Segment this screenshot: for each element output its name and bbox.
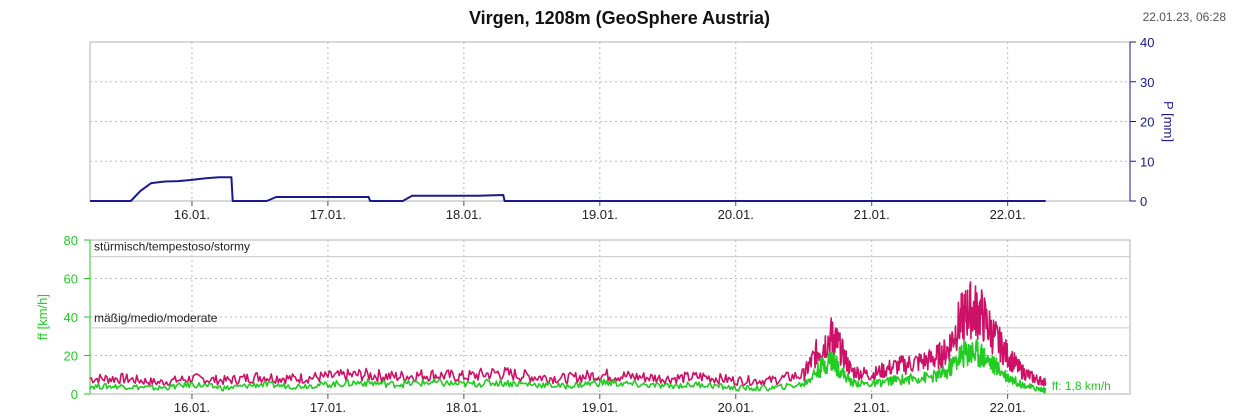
- top-series-line-0: [90, 176, 1046, 202]
- bottom-x-tick-label: 17.01.: [310, 400, 346, 415]
- top-x-tick-label: 20.01.: [718, 207, 754, 222]
- bottom-x-tick-label: 21.01.: [854, 400, 890, 415]
- bottom-series-line-0: [89, 281, 1047, 387]
- top-y-axis-label: P [mm]: [1161, 101, 1176, 142]
- bottom-series-line-1: [89, 339, 1047, 394]
- bottom-x-tick-label: 22.01.: [990, 400, 1026, 415]
- top-x-tick-label: 18.01.: [446, 207, 482, 222]
- top-x-tick-label: 17.01.: [310, 207, 346, 222]
- bottom-threshold-label: stürmisch/tempestoso/stormy: [94, 240, 250, 254]
- bottom-x-tick-label: 19.01.: [582, 400, 618, 415]
- top-y-tick-label: 0: [1140, 194, 1147, 209]
- top-y-tick-label: 30: [1140, 75, 1154, 90]
- top-x-tick-label: 22.01.: [990, 207, 1026, 222]
- bottom-x-tick-label: 18.01.: [446, 400, 482, 415]
- top-y-tick-label: 10: [1140, 154, 1154, 169]
- bottom-y-tick-label: 80: [64, 233, 78, 248]
- bottom-x-tick-label: 20.01.: [718, 400, 754, 415]
- bottom-y-tick-label: 0: [71, 387, 78, 402]
- bottom-y-tick-label: 60: [64, 272, 78, 287]
- bottom-y-tick-label: 40: [64, 310, 78, 325]
- bottom-y-axis-label: ff [km/h]: [35, 294, 50, 340]
- bottom-x-tick-label: 16.01.: [174, 400, 210, 415]
- top-x-tick-label: 19.01.: [582, 207, 618, 222]
- top-y-tick-label: 40: [1140, 35, 1154, 50]
- wind-chart: 16.01. 17.01. 18.01. 19.01. 20.01. 21.01. 22.0…: [35, 233, 1131, 415]
- timestamp: 22.01.23, 06:28: [1142, 10, 1226, 24]
- bottom-threshold-label: mäßig/medio/moderate: [94, 311, 218, 325]
- bottom-end-value-label: ff: 1,8 km/h: [1052, 379, 1111, 393]
- top-y-tick-label: 20: [1140, 115, 1154, 130]
- chart-title: Virgen, 1208m (GeoSphere Austria): [468, 8, 771, 28]
- bottom-y-tick-label: 20: [64, 349, 78, 364]
- precipitation-chart: 16.01. 17.01. 18.01. 19.01. 20.01. 21.01. 22.0…: [89, 35, 1176, 222]
- top-x-tick-label: 21.01.: [854, 207, 890, 222]
- top-x-tick-label: 16.01.: [174, 207, 210, 222]
